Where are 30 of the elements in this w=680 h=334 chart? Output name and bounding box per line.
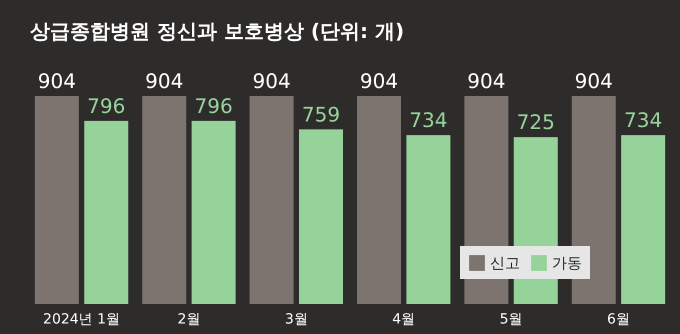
data-label: 734: [624, 108, 662, 132]
bar: [621, 135, 666, 304]
x-tick-label: 4월: [392, 312, 416, 328]
data-label: 734: [409, 108, 448, 132]
chart-title: 상급종합병원 정신과 보호병상 (단위: 개): [30, 19, 404, 43]
bar: [406, 135, 450, 304]
x-tick-label: 3월: [284, 312, 308, 328]
bar: [299, 129, 344, 304]
data-label: 796: [87, 94, 126, 118]
bar: [356, 96, 401, 304]
bar: [142, 96, 186, 304]
bar: [250, 96, 294, 304]
data-label: 796: [194, 94, 233, 118]
data-label: 904: [360, 69, 398, 93]
legend-label: 신고: [490, 254, 520, 272]
data-label: 904: [38, 69, 76, 93]
data-label: 904: [145, 69, 184, 93]
bar: [34, 96, 79, 304]
x-tick-label: 6월: [606, 312, 630, 328]
data-label: 725: [516, 110, 555, 134]
bar: [84, 120, 128, 304]
x-tick-label: 2월: [177, 312, 200, 328]
x-tick-label: 5월: [500, 312, 523, 328]
legend-label: 가동: [552, 254, 582, 272]
data-label: 904: [252, 69, 291, 93]
bar: [192, 120, 236, 304]
data-label: 759: [302, 102, 340, 126]
data-label: 904: [467, 69, 506, 93]
x-tick-label: 2024년 1월: [43, 312, 120, 328]
data-label: 904: [574, 69, 613, 93]
